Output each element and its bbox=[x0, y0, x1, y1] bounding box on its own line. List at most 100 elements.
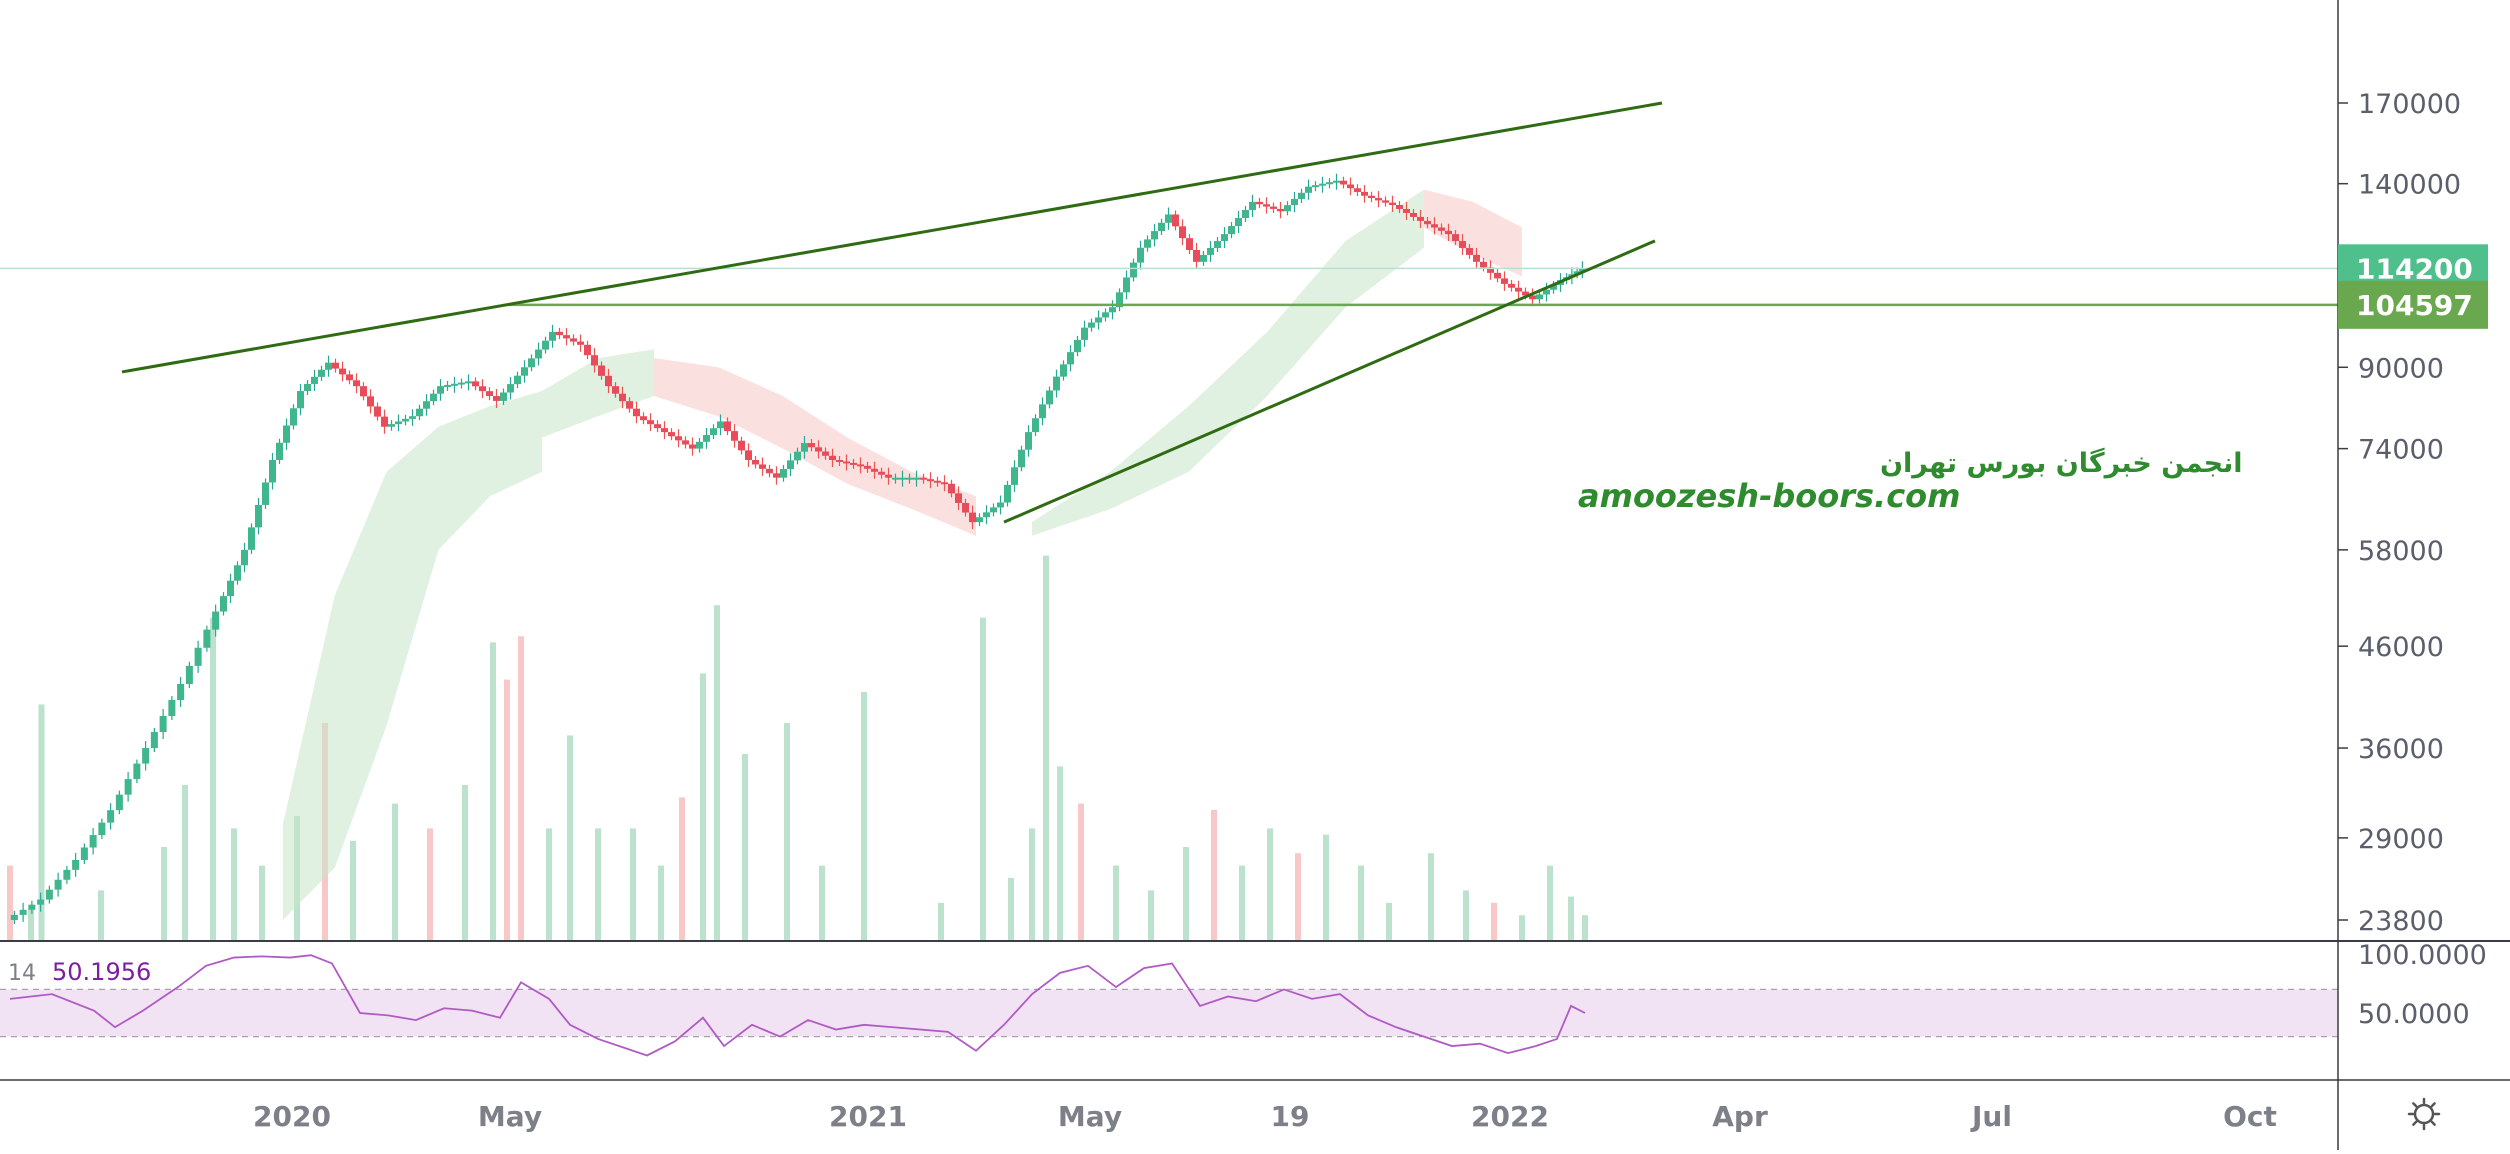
candle-body bbox=[1102, 312, 1109, 318]
candle-body bbox=[990, 507, 997, 513]
volume-bar bbox=[700, 673, 706, 940]
candle-body bbox=[1172, 214, 1179, 227]
candle-body bbox=[1445, 230, 1452, 235]
candle-body bbox=[654, 424, 661, 429]
candle-body bbox=[549, 331, 556, 341]
candle-body bbox=[159, 716, 167, 733]
candle-body bbox=[696, 441, 703, 449]
candle-body bbox=[241, 549, 248, 566]
candle-body bbox=[570, 338, 577, 342]
candle-body bbox=[395, 421, 402, 425]
candle-body bbox=[1438, 227, 1445, 231]
time-axis[interactable]: 2020 May 2021 May 19 2022 Apr Jul Oct bbox=[253, 1100, 2277, 1133]
candle-body bbox=[1165, 214, 1172, 223]
candle-body bbox=[367, 396, 374, 407]
candle-body bbox=[255, 504, 262, 528]
volume-bar bbox=[182, 785, 188, 940]
time-tick-label: 2022 bbox=[1471, 1100, 1549, 1133]
volume-bar bbox=[1568, 896, 1574, 940]
candle-body bbox=[1060, 364, 1067, 377]
price-axis[interactable]: 170000 140000 90000 74000 58000 46000 36000 290… bbox=[2338, 89, 2487, 1030]
candle-body bbox=[37, 899, 45, 905]
volume-bar bbox=[784, 723, 790, 940]
candle-body bbox=[1109, 307, 1116, 313]
candle-body bbox=[486, 391, 493, 397]
candle-body bbox=[1417, 216, 1424, 221]
candle-body bbox=[381, 416, 388, 427]
candle-body bbox=[1354, 188, 1361, 192]
candle-body bbox=[871, 468, 878, 472]
candle-body bbox=[969, 512, 976, 523]
volume-bar bbox=[1078, 803, 1084, 940]
candle-body bbox=[451, 383, 458, 386]
volume-bar bbox=[1519, 915, 1525, 940]
candle-body bbox=[1270, 206, 1277, 209]
volume-bar bbox=[595, 828, 601, 940]
candle-body bbox=[1529, 295, 1536, 300]
candle-body bbox=[703, 435, 710, 442]
candle-body bbox=[514, 375, 521, 385]
candle-body bbox=[1501, 278, 1508, 284]
candle-body bbox=[745, 450, 752, 461]
volume-bar bbox=[1148, 890, 1154, 940]
candle-body bbox=[72, 859, 80, 870]
candle-body bbox=[647, 420, 654, 425]
candle-body bbox=[1053, 376, 1060, 391]
candle-body bbox=[374, 406, 381, 417]
candle-body bbox=[1249, 201, 1256, 210]
candle-body bbox=[1221, 234, 1228, 242]
settings-gear-icon[interactable] bbox=[2407, 1097, 2441, 1131]
price-tick-label: 29000 bbox=[2358, 824, 2444, 855]
candle-body bbox=[878, 471, 885, 475]
watermark-persian: انجمن خبرگان بورس تهران bbox=[1880, 447, 2243, 479]
candle-body bbox=[906, 477, 913, 480]
candle-body bbox=[1179, 226, 1186, 239]
candle-body bbox=[815, 447, 822, 452]
candle-body bbox=[1480, 261, 1487, 268]
rsi-length-label: 14 bbox=[8, 961, 36, 986]
candle-body bbox=[1088, 322, 1095, 328]
candle-body bbox=[1550, 284, 1557, 290]
candle-body bbox=[563, 335, 570, 339]
candle-body bbox=[1361, 191, 1368, 196]
candle-body bbox=[521, 367, 528, 376]
volume-bar bbox=[567, 735, 573, 940]
candle-body bbox=[1573, 271, 1581, 275]
candle-body bbox=[1277, 208, 1284, 212]
candle-body bbox=[738, 440, 745, 451]
candle-body bbox=[150, 732, 158, 749]
candle-body bbox=[290, 408, 297, 426]
candle-body bbox=[437, 386, 444, 394]
candle-body bbox=[234, 565, 241, 581]
candle-body bbox=[1004, 484, 1011, 503]
horizontal-lines bbox=[0, 267, 2338, 307]
candle-body bbox=[107, 810, 115, 823]
candle-body bbox=[339, 368, 346, 375]
volume-bar bbox=[462, 785, 468, 940]
candle-body bbox=[472, 381, 479, 387]
volume-bar bbox=[679, 797, 685, 940]
candle-body bbox=[801, 443, 808, 452]
volume-bar bbox=[1057, 766, 1063, 940]
candle-body bbox=[591, 355, 598, 366]
candle-body bbox=[955, 493, 962, 503]
candle-body bbox=[458, 382, 465, 385]
candle-body bbox=[948, 483, 955, 494]
candle-body bbox=[1319, 183, 1326, 186]
price-tick-label: 170000 bbox=[2358, 89, 2461, 120]
candle-body bbox=[584, 344, 591, 356]
candle-body bbox=[661, 428, 668, 433]
candle-body bbox=[19, 909, 27, 915]
volume-bar bbox=[1295, 853, 1301, 940]
volume-bar bbox=[742, 754, 748, 940]
candle-body bbox=[1508, 283, 1515, 288]
last-price-badge-label: 114200 bbox=[2356, 252, 2473, 285]
time-tick-label: 19 bbox=[1271, 1100, 1310, 1133]
volume-bar bbox=[518, 636, 524, 940]
trendline bbox=[121, 101, 1663, 374]
candle-body bbox=[416, 408, 423, 417]
candle-body bbox=[1424, 220, 1431, 225]
candle-body bbox=[920, 477, 927, 480]
candle-body bbox=[304, 383, 311, 392]
